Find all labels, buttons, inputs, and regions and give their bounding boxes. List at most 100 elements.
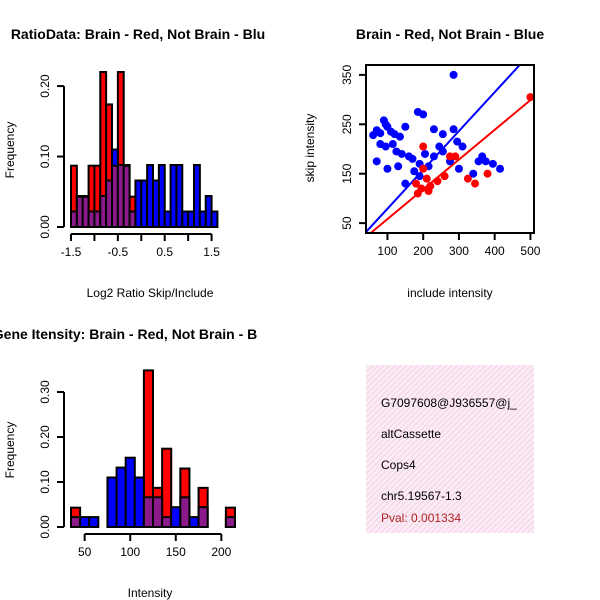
x-tick-label-2: 150: [166, 545, 186, 559]
scatter-title: Brain - Red, Not Brain - Blue: [356, 26, 544, 42]
not-brain-point-31: [496, 164, 505, 173]
x-tick-label-0: 50: [78, 545, 92, 559]
x-tick-label-3: 200: [211, 545, 231, 559]
not-brain-bar-3: [106, 476, 118, 528]
scatter-y-tick-label-0: 50: [340, 216, 354, 230]
scatter-xlabel: include intensity: [407, 286, 492, 300]
scatter-x-tick-label-4: 500: [520, 244, 540, 258]
brain-point-15: [413, 189, 422, 198]
brain-point-6: [433, 177, 442, 186]
y-tick-label-0: 0.00: [38, 515, 52, 539]
brain-point-4: [422, 174, 431, 183]
intensity-histogram-bars: [70, 369, 236, 529]
ratio-histogram-bars: [70, 71, 219, 228]
not-brain-point-19: [419, 110, 428, 119]
scatter-y-tick-label-2: 250: [340, 114, 354, 134]
event-type-text: altCassette: [381, 427, 442, 441]
not-brain-bar-1: [79, 516, 91, 528]
not-brain-bar-6: [133, 476, 145, 528]
not-brain-point-24: [458, 142, 467, 151]
scatter-frame: [365, 64, 535, 234]
not-brain-bar-10: [170, 506, 182, 529]
not-brain-point-21: [438, 130, 447, 139]
overlap-bar-7: [142, 496, 154, 528]
not-brain-point-23: [453, 137, 462, 146]
not-brain-point-30: [488, 159, 497, 168]
not-brain-point-0: [449, 70, 458, 79]
event-info-panel: G7097608@J936557@j_ altCassette Cops4 ch…: [366, 365, 534, 533]
ratio-histogram-xlabel: Log2 Ratio Skip/Include: [87, 286, 214, 300]
ratio-histogram-ylabel: Frequency: [3, 122, 17, 179]
not-brain-point-17: [408, 154, 417, 163]
location-text: chr5.19567-1.3: [381, 489, 462, 503]
red-fit-line: [369, 96, 534, 233]
not-brain-bar-2: [81, 195, 90, 198]
brain-point-14: [424, 187, 433, 195]
brain-point-9: [451, 152, 460, 161]
not-brain-point-43: [420, 149, 429, 158]
not-brain-point-39: [429, 152, 438, 161]
not-brain-bar-18: [175, 164, 184, 228]
scatter-ylabel: skip intensity: [303, 114, 317, 183]
pval-text: Pval: 0.001334: [381, 511, 462, 525]
brain-bar-3: [161, 447, 173, 529]
scatter-x-tick-label-1: 200: [413, 244, 433, 258]
x-tick-label-0: -1.5: [61, 245, 82, 259]
intensity-histogram-xlabel: Intensity: [128, 586, 173, 600]
y-tick-label-3: 0.30: [38, 380, 52, 404]
not-brain-point-9: [395, 132, 404, 141]
not-brain-point-13: [376, 140, 385, 149]
scatter-x-tick-label-0: 100: [377, 244, 397, 258]
not-brain-point-34: [394, 162, 403, 171]
scatter-x-tick-label-2: 300: [449, 244, 469, 258]
brain-point-13: [419, 164, 428, 173]
y-tick-label-1: 0.10: [38, 470, 52, 494]
intensity-histogram-panel: Gene Itensity: Brain - Red, Not Brain - …: [0, 326, 257, 600]
not-brain-point-41: [438, 147, 447, 156]
scatter-y-tick-label-1: 150: [340, 163, 354, 183]
intensity-histogram-title: Gene Itensity: Brain - Red, Not Brain - …: [0, 326, 257, 342]
overlap-bar-11: [179, 496, 191, 528]
scatter-x-tick-label-3: 400: [485, 244, 505, 258]
not-brain-bar-9: [122, 164, 131, 167]
not-brain-bar-4: [115, 466, 127, 529]
intensity-scatter-panel: Brain - Red, Not Brain - Blue 100 200 300 4…: [303, 26, 544, 300]
not-brain-point-3: [372, 126, 381, 135]
not-brain-point-29: [481, 157, 490, 166]
scatter-data-layer: [366, 65, 534, 233]
not-brain-point-25: [454, 164, 463, 173]
y-tick-label-0: 0.00: [38, 215, 52, 239]
brain-point-2: [412, 179, 421, 188]
ratio-histogram-axes: -1.5 -0.5 0.5 1.5 0.00 0.10 0.20: [38, 74, 220, 259]
x-tick-label-6: 1.5: [203, 245, 220, 259]
not-brain-point-44: [415, 172, 424, 181]
y-tick-label-1: 0.10: [38, 145, 52, 169]
brain-point-12: [483, 169, 492, 178]
x-tick-label-2: -0.5: [108, 245, 129, 259]
brain-point-0: [526, 93, 534, 102]
brain-point-1: [419, 142, 428, 151]
y-tick-label-2: 0.20: [38, 425, 52, 449]
not-brain-point-36: [410, 167, 419, 176]
not-brain-point-5: [379, 116, 388, 125]
gene-name-text: Cops4: [381, 458, 416, 472]
overlap-bar-14: [224, 516, 236, 528]
brain-point-11: [471, 179, 480, 188]
not-brain-bar-15: [157, 164, 166, 228]
not-brain-point-20: [429, 125, 438, 134]
not-brain-bar-21: [193, 164, 201, 228]
event-id-text: G7097608@J936557@j_: [381, 396, 517, 410]
overlap-bar-13: [197, 506, 209, 529]
brain-point-7: [440, 172, 449, 181]
not-brain-bar-5: [124, 456, 136, 529]
overlap-bar-8: [152, 496, 164, 528]
not-brain-point-26: [469, 169, 478, 178]
scatter-plot-area: 100 200 300 400 500 50 150 250 350: [340, 64, 541, 258]
not-brain-point-22: [449, 125, 458, 134]
y-tick-label-2: 0.20: [38, 74, 52, 98]
intensity-histogram-ylabel: Frequency: [3, 422, 17, 479]
x-tick-label-4: 0.5: [156, 245, 173, 259]
not-brain-point-10: [401, 122, 410, 131]
not-brain-bar-24: [210, 210, 219, 228]
